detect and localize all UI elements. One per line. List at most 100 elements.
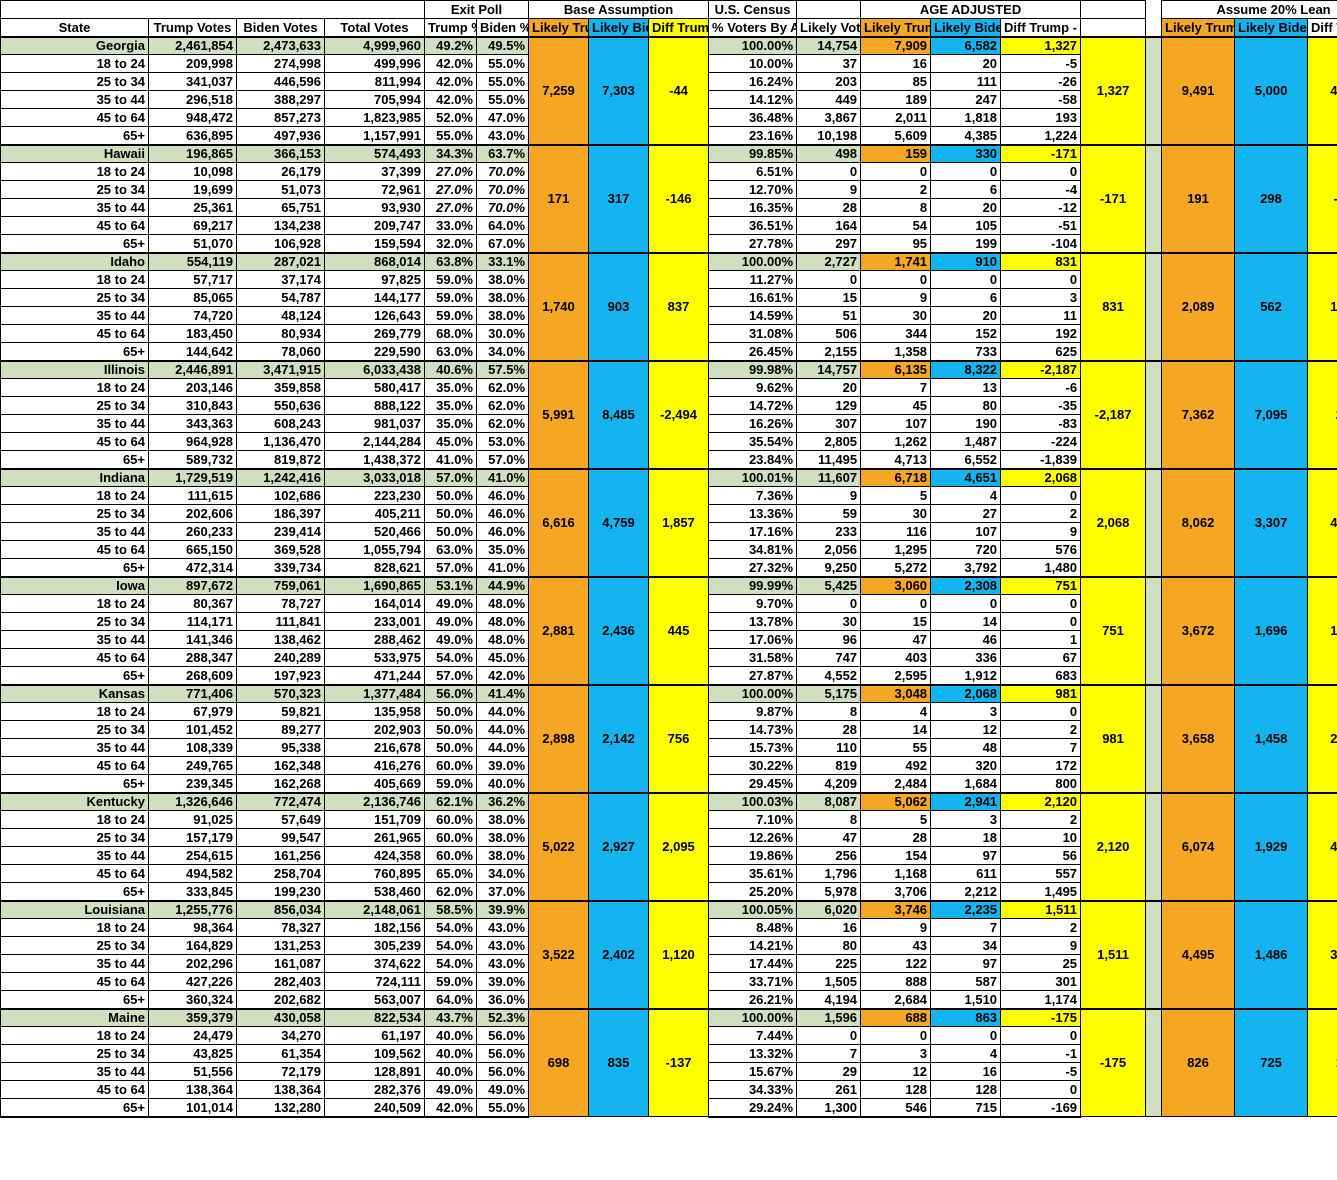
age-likely-voter-deaths: 0	[796, 1026, 862, 1045]
aa-summary-diff: 981	[1080, 683, 1147, 793]
state-name-cell[interactable]: Idaho	[0, 251, 149, 271]
age-aa-biden: 4	[930, 486, 1002, 505]
state-likely-voter-deaths: 5,425	[796, 575, 862, 595]
age-exit-trump-pct: 57.0%	[424, 558, 477, 578]
age-likely-voter-deaths: 7	[796, 1044, 862, 1063]
age-total-votes: 760,895	[324, 864, 425, 883]
age-exit-biden-pct: 38.0%	[475, 288, 530, 307]
age-group-label: 25 to 34	[0, 504, 149, 523]
age-census-pct: 16.26%	[708, 414, 798, 433]
state-census-pct: 100.00%	[708, 35, 798, 55]
state-total-row: Maine 359,379 430,058 822,534 43.7% 52.3% 698 8…	[0, 1007, 1337, 1117]
age-group-label: 45 to 64	[0, 864, 149, 883]
state-aa-biden: 910	[930, 251, 1002, 271]
age-aa-biden: 111	[930, 72, 1002, 91]
age-exit-biden-pct: 56.0%	[475, 1044, 530, 1063]
base-likely-trump-voters: 5,991	[528, 359, 590, 469]
state-aa-diff: 751	[1000, 575, 1082, 595]
age-group-row: 35 to 44 25,361 65,751 93,930 27.0% 70.0% 16.3…	[0, 198, 1337, 217]
base-likely-biden-voters: 835	[588, 1007, 650, 1117]
age-total-votes: 37,399	[324, 162, 425, 181]
age-biden-votes: 78,727	[236, 594, 325, 613]
age-exit-biden-pct: 64.0%	[475, 216, 530, 235]
group-gap	[1145, 0, 1162, 19]
age-exit-biden-pct: 40.0%	[475, 774, 530, 794]
age-aa-trump: 122	[860, 954, 932, 973]
age-likely-voter-deaths: 2,056	[796, 540, 862, 559]
age-aa-trump: 5	[860, 810, 932, 829]
age-exit-biden-pct: 55.0%	[475, 90, 530, 109]
col-census-pct-by-age: % Voters By Age Group	[708, 18, 798, 38]
age-trump-votes: 157,179	[148, 828, 237, 847]
age-group-row: 45 to 64 964,928 1,136,470 2,144,284 45.0% 53…	[0, 432, 1337, 451]
state-name-cell[interactable]: Kentucky	[0, 791, 149, 811]
age-aa-biden: 12	[930, 720, 1002, 739]
age-census-pct: 35.54%	[708, 432, 798, 451]
state-exit-biden-pct: 39.9%	[475, 899, 530, 919]
age-exit-biden-pct: 48.0%	[475, 594, 530, 613]
state-name-cell[interactable]: Illinois	[0, 359, 149, 379]
base-likely-trump-voters: 6,616	[528, 467, 590, 577]
age-group-label: 45 to 64	[0, 1080, 149, 1099]
age-aa-trump: 16	[860, 54, 932, 73]
age-census-pct: 14.72%	[708, 396, 798, 415]
age-exit-trump-pct: 57.0%	[424, 666, 477, 686]
state-census-pct: 100.01%	[708, 467, 798, 487]
age-likely-voter-deaths: 129	[796, 396, 862, 415]
state-name-cell[interactable]: Louisiana	[0, 899, 149, 919]
age-group-label: 18 to 24	[0, 1026, 149, 1045]
age-census-pct: 27.32%	[708, 558, 798, 578]
age-aa-trump: 1,262	[860, 432, 932, 451]
age-likely-voter-deaths: 30	[796, 612, 862, 631]
age-likely-voter-deaths: 747	[796, 648, 862, 667]
state-biden-votes: 287,021	[236, 251, 325, 271]
age-aa-biden: 20	[930, 54, 1002, 73]
age-aa-biden: 7	[930, 918, 1002, 937]
age-group-row: 18 to 24 98,364 78,327 182,156 54.0% 43.0% 8.4…	[0, 918, 1337, 937]
age-total-votes: 128,891	[324, 1062, 425, 1081]
age-likely-voter-deaths: 4,552	[796, 666, 862, 686]
age-exit-trump-pct: 35.0%	[424, 378, 477, 397]
state-trump-votes: 1,255,776	[148, 899, 237, 919]
age-biden-votes: 95,338	[236, 738, 325, 757]
state-name-cell[interactable]: Iowa	[0, 575, 149, 595]
lean-diff-trump-biden: -107	[1307, 143, 1337, 253]
state-name-cell[interactable]: Kansas	[0, 683, 149, 703]
age-exit-trump-pct: 50.0%	[424, 702, 477, 721]
age-group-label: 65+	[0, 990, 149, 1010]
header-column-row: State Trump Votes Biden Votes Total Vote…	[0, 18, 1337, 38]
age-aa-diff: 193	[1000, 108, 1082, 127]
state-name-cell[interactable]: Georgia	[0, 35, 149, 55]
age-exit-trump-pct: 54.0%	[424, 954, 477, 973]
age-exit-biden-pct: 41.0%	[475, 558, 530, 578]
age-aa-diff: 1,174	[1000, 990, 1082, 1010]
age-aa-trump: 30	[860, 306, 932, 325]
state-biden-votes: 1,242,416	[236, 467, 325, 487]
aa-summary-diff: 1,511	[1080, 899, 1147, 1009]
age-aa-trump: 4	[860, 702, 932, 721]
age-likely-voter-deaths: 819	[796, 756, 862, 775]
state-name-cell[interactable]: Maine	[0, 1007, 149, 1027]
age-total-votes: 405,669	[324, 774, 425, 794]
age-trump-votes: 203,146	[148, 378, 237, 397]
lean-likely-biden-voters: 562	[1234, 251, 1309, 361]
age-group-label: 45 to 64	[0, 972, 149, 991]
age-exit-biden-pct: 43.0%	[475, 936, 530, 955]
age-census-pct: 23.84%	[708, 450, 798, 470]
gap-cell	[1145, 251, 1163, 361]
age-exit-trump-pct: 49.0%	[424, 630, 477, 649]
age-trump-votes: 57,717	[148, 270, 237, 289]
state-name-cell[interactable]: Indiana	[0, 467, 149, 487]
age-census-pct: 17.16%	[708, 522, 798, 541]
age-biden-votes: 339,734	[236, 558, 325, 578]
state-name-cell[interactable]: Hawaii	[0, 143, 149, 163]
age-census-pct: 8.48%	[708, 918, 798, 937]
age-exit-trump-pct: 60.0%	[424, 810, 477, 829]
age-biden-votes: 857,273	[236, 108, 325, 127]
state-trump-votes: 897,672	[148, 575, 237, 595]
state-trump-votes: 1,326,646	[148, 791, 237, 811]
lean-likely-biden-voters: 5,000	[1234, 35, 1309, 145]
age-aa-trump: 45	[860, 396, 932, 415]
state-aa-trump: 3,048	[860, 683, 932, 703]
age-exit-biden-pct: 38.0%	[475, 270, 530, 289]
